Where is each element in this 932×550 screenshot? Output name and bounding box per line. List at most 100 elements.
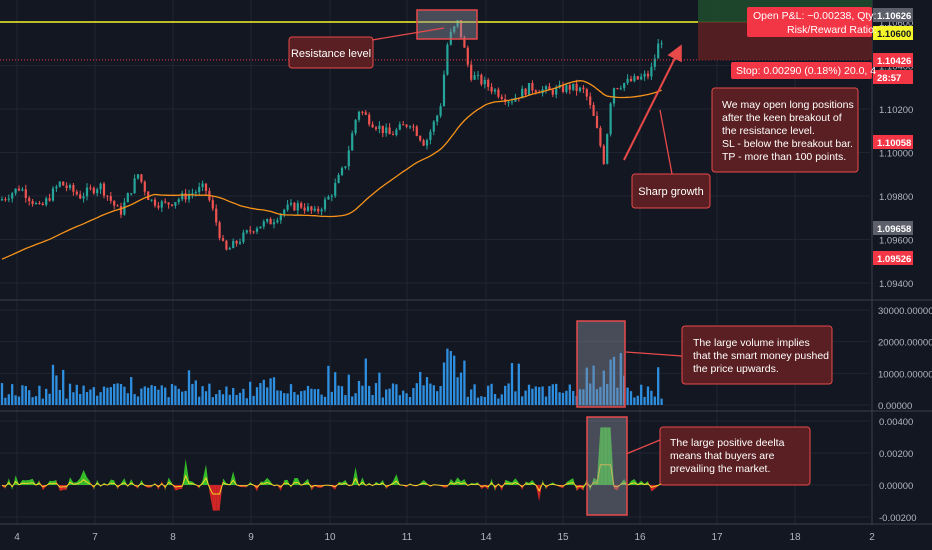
delta-pane[interactable] [1, 416, 662, 516]
volume-bar[interactable] [388, 388, 391, 405]
volume-bar[interactable] [541, 386, 544, 405]
candle-body[interactable] [276, 220, 279, 223]
volume-bar[interactable] [585, 367, 588, 405]
volume-bar[interactable] [572, 391, 575, 405]
candle-body[interactable] [500, 96, 503, 99]
candle-body[interactable] [599, 127, 602, 146]
candle-body[interactable] [184, 193, 187, 200]
volume-bar[interactable] [582, 389, 585, 405]
volume-bar[interactable] [330, 391, 333, 405]
candle-body[interactable] [456, 20, 459, 27]
candle-body[interactable] [102, 183, 106, 196]
volume-bar[interactable] [218, 390, 221, 405]
candle-body[interactable] [351, 133, 354, 151]
volume-bar[interactable] [170, 384, 174, 405]
candle-body[interactable] [561, 84, 565, 92]
candle-body[interactable] [419, 135, 422, 141]
candle-body[interactable] [204, 183, 208, 191]
volume-bar[interactable] [606, 383, 609, 405]
candle-body[interactable] [4, 199, 7, 201]
volume-bar[interactable] [340, 386, 344, 405]
candle-body[interactable] [317, 208, 320, 212]
candle-body[interactable] [612, 88, 616, 104]
price-tag[interactable] [873, 251, 913, 265]
volume-bar[interactable] [252, 395, 255, 405]
candle-body[interactable] [609, 103, 612, 135]
candle-body[interactable] [364, 112, 367, 115]
candle-body[interactable] [334, 182, 337, 196]
candle-body[interactable] [143, 181, 146, 192]
price-tag[interactable] [873, 221, 913, 235]
volume-bar[interactable] [551, 384, 554, 405]
volume-bar[interactable] [643, 396, 646, 405]
candle-body[interactable] [215, 208, 218, 223]
candle-body[interactable] [408, 126, 412, 128]
volume-bar[interactable] [361, 385, 364, 405]
candle-body[interactable] [497, 89, 500, 97]
volume-bar[interactable] [201, 386, 204, 405]
volume-bar[interactable] [303, 390, 306, 405]
candle-body[interactable] [113, 200, 116, 206]
candle-body[interactable] [89, 187, 92, 189]
volume-bar[interactable] [439, 386, 442, 405]
volume-bar[interactable] [646, 386, 650, 405]
candle-body[interactable] [11, 193, 14, 199]
volume-bar[interactable] [215, 394, 218, 405]
candle-body[interactable] [262, 221, 265, 227]
volume-bar[interactable] [490, 383, 493, 405]
candle-body[interactable] [259, 226, 262, 229]
candle-body[interactable] [575, 83, 578, 91]
volume-bar[interactable] [82, 385, 85, 405]
volume-bar[interactable] [422, 385, 425, 405]
candle-body[interactable] [249, 230, 252, 232]
sharp-growth-callout[interactable]: Sharp growth [631, 173, 711, 209]
candle-body[interactable] [313, 208, 316, 211]
volume-bar[interactable] [126, 393, 129, 405]
volume-bar[interactable] [266, 387, 269, 405]
candle-body[interactable] [442, 74, 446, 107]
volume-bar[interactable] [31, 397, 34, 405]
candle-body[interactable] [116, 205, 119, 207]
volume-bar[interactable] [320, 394, 323, 405]
volume-callout[interactable]: The large volume implies that the smart … [681, 325, 833, 385]
volume-bar[interactable] [235, 394, 238, 405]
candle-body[interactable] [483, 79, 486, 85]
candle-body[interactable] [551, 89, 554, 95]
candle-body[interactable] [65, 185, 68, 189]
volume-bar[interactable] [510, 363, 514, 405]
candle-body[interactable] [592, 104, 595, 116]
price-tag[interactable] [873, 70, 913, 84]
volume-bar[interactable] [323, 396, 327, 405]
volume-bar[interactable] [14, 395, 17, 405]
candle-body[interactable] [330, 195, 333, 197]
candle-body[interactable] [480, 74, 483, 85]
candle-body[interactable] [266, 218, 269, 222]
volume-bar[interactable] [17, 396, 21, 405]
candle-body[interactable] [211, 200, 214, 209]
volume-bar[interactable] [136, 396, 140, 405]
volume-bar[interactable] [337, 385, 340, 405]
volume-bar[interactable] [187, 370, 191, 405]
volume-bar[interactable] [589, 383, 592, 405]
delta-callout[interactable]: The large positive deelta means that buy… [659, 426, 811, 486]
candle-body[interactable] [147, 191, 150, 200]
candle-body[interactable] [75, 191, 78, 195]
candle-body[interactable] [126, 193, 129, 203]
volume-bar[interactable] [415, 383, 418, 405]
candle-body[interactable] [527, 83, 531, 95]
candle-body[interactable] [344, 166, 347, 168]
volume-bar[interactable] [72, 392, 75, 405]
candle-body[interactable] [653, 58, 656, 67]
candle-body[interactable] [198, 187, 201, 193]
candle-body[interactable] [636, 76, 639, 80]
volume-bar[interactable] [96, 395, 99, 405]
volume-bar[interactable] [473, 384, 476, 405]
volume-bar[interactable] [487, 385, 490, 405]
delta-highlight-box[interactable] [586, 416, 628, 516]
candle-body[interactable] [368, 114, 371, 125]
candle-body[interactable] [337, 174, 340, 183]
volume-bar[interactable] [334, 372, 337, 405]
price-tag[interactable] [873, 8, 913, 22]
volume-bar[interactable] [55, 375, 58, 405]
candle-body[interactable] [405, 124, 408, 127]
